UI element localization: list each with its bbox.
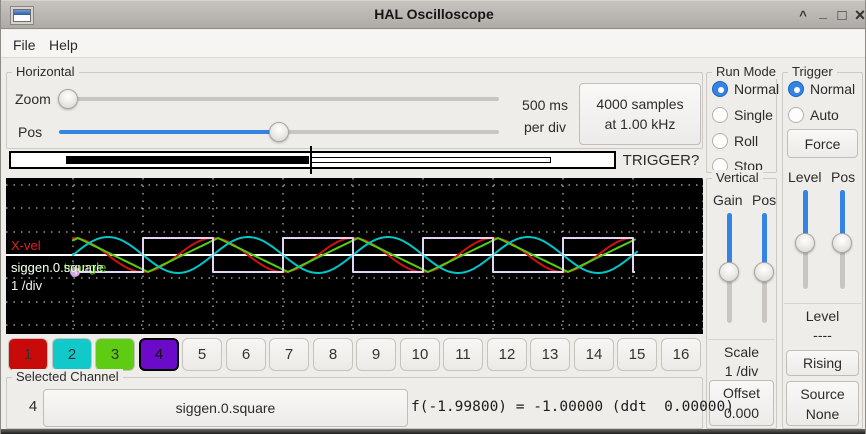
vertical-scale-value: 1 /div <box>724 363 759 379</box>
channel-button-8[interactable]: 8 <box>313 338 353 371</box>
channel-button-9[interactable]: 9 <box>356 338 396 371</box>
trigger-status-label: TRIGGER? <box>622 152 700 169</box>
titlebar: HAL Oscilloscope ^ _ □ × <box>1 0 866 29</box>
horizontal-frame-label: Horizontal <box>12 64 79 79</box>
channel-button-14[interactable]: 14 <box>574 338 614 371</box>
run-mode-normal[interactable]: Normal <box>712 79 779 99</box>
trigger-level-caption: Level <box>805 308 840 324</box>
record-progress-bar <box>9 151 616 169</box>
run-mode-roll-radio[interactable] <box>712 132 728 149</box>
scope-label-selected-channel: siggen.0.square <box>11 260 104 275</box>
vertical-gain-label: Gain <box>713 192 743 208</box>
run-mode-normal-radio[interactable] <box>712 81 728 97</box>
window-title: HAL Oscilloscope <box>374 6 494 22</box>
channel-button-3[interactable]: 3 <box>95 338 135 371</box>
vertical-gain-slider-handle[interactable] <box>719 262 739 282</box>
vertical-scale-caption: Scale <box>723 344 760 360</box>
scope-waveforms <box>6 178 704 334</box>
channel-button-16[interactable]: 16 <box>661 338 701 371</box>
pos-label: Pos <box>18 124 43 140</box>
trigger-mode-auto-label: Auto <box>810 106 839 123</box>
scope-display[interactable]: X-vel siggen.0.triangle siggen.0.square … <box>6 178 704 334</box>
force-button[interactable]: Force <box>787 129 858 158</box>
menu-file[interactable]: File <box>13 37 36 53</box>
vertical-pos-slider-handle[interactable] <box>754 262 774 282</box>
run-mode-single-label: Single <box>734 106 773 123</box>
menu-help[interactable]: Help <box>49 37 78 53</box>
trigger-frame: Trigger <box>782 64 863 429</box>
channel-button-10[interactable]: 10 <box>400 338 440 371</box>
trigger-mode-auto[interactable]: Auto <box>788 105 839 125</box>
close-icon[interactable]: × <box>854 5 866 25</box>
run-mode-roll-label: Roll <box>734 132 759 149</box>
run-mode-normal-label: Normal <box>734 81 780 97</box>
trigger-source-button[interactable]: Source None <box>786 381 859 426</box>
selected-channel-name-button[interactable]: siggen.0.square <box>43 389 408 427</box>
vertical-pos-label: Pos <box>752 192 777 208</box>
samples-button[interactable]: 4000 samples at 1.00 kHz <box>579 83 701 145</box>
trigger-level-slider-label: Level <box>788 169 822 185</box>
channel-button-5[interactable]: 5 <box>182 338 222 371</box>
zoom-label: Zoom <box>15 91 51 107</box>
vertical-offset-button[interactable]: Offset 0.000 <box>709 380 774 426</box>
trigger-mode-auto-radio[interactable] <box>788 106 804 123</box>
channel-button-11[interactable]: 11 <box>443 338 483 371</box>
pos-slider-handle[interactable] <box>269 122 289 142</box>
vertical-pos-slider-fill <box>762 213 767 265</box>
record-filled-segment <box>66 156 309 164</box>
trigger-mode-normal[interactable]: Normal <box>788 79 855 99</box>
run-mode-roll[interactable]: Roll <box>712 131 758 151</box>
trigger-separator <box>784 303 861 304</box>
channel-button-4[interactable]: 4 <box>139 338 179 371</box>
selected-channel-number: 4 <box>28 398 38 415</box>
selected-channel-readout: f(-1.99800) = -1.00000 (ddt 0.00000) <box>411 399 735 415</box>
channel-button-1[interactable]: 1 <box>8 338 48 371</box>
horizontal-frame: Horizontal <box>6 64 703 149</box>
trigger-pos-slider-label: Pos <box>831 169 856 185</box>
scope-label-ch3-ghost: siggen.0.triangle <box>11 260 107 275</box>
scope-label-scale: 1 /div <box>11 278 43 293</box>
trigger-pos-slider-handle[interactable] <box>832 233 852 253</box>
selected-channel-frame: Selected Channel <box>6 369 703 429</box>
minimize-icon[interactable]: _ <box>819 4 827 20</box>
trigger-mode-normal-radio[interactable] <box>788 81 804 97</box>
run-mode-single-radio[interactable] <box>712 106 728 123</box>
channel-button-13[interactable]: 13 <box>530 338 570 371</box>
run-mode-single[interactable]: Single <box>712 105 773 125</box>
trigger-level-value: ---- <box>813 327 832 343</box>
selected-channel-frame-label: Selected Channel <box>12 369 123 384</box>
vertical-frame-label: Vertical <box>712 170 763 185</box>
window-bottom-edge <box>1 429 865 434</box>
trigger-pos-slider-fill <box>840 190 845 238</box>
run-mode-frame-label: Run Mode <box>712 64 780 79</box>
channel-button-12[interactable]: 12 <box>487 338 527 371</box>
trigger-mode-normal-label: Normal <box>810 81 856 97</box>
vertical-frame: Vertical <box>706 170 777 429</box>
menubar: File Help <box>1 30 865 58</box>
trigger-edge-button[interactable]: Rising <box>786 350 859 376</box>
trigger-level-slider-fill <box>803 190 808 238</box>
zoom-slider-track[interactable] <box>59 97 499 101</box>
channel-button-15[interactable]: 15 <box>617 338 657 371</box>
trigger-frame-label: Trigger <box>788 64 837 79</box>
channel-button-7[interactable]: 7 <box>269 338 309 371</box>
pos-slider-fill <box>59 130 279 134</box>
scope-label-ch1: X-vel <box>11 238 41 253</box>
per-div-label: 500 ms per div <box>522 97 568 135</box>
channel-button-6[interactable]: 6 <box>226 338 266 371</box>
record-pending-segment <box>310 157 551 163</box>
trigger-level-slider-handle[interactable] <box>795 233 815 253</box>
maximize-icon[interactable]: □ <box>837 7 847 24</box>
window-icon[interactable] <box>10 6 34 25</box>
channel-position-marker[interactable] <box>70 267 80 277</box>
shade-icon[interactable]: ^ <box>799 8 807 23</box>
vertical-separator <box>708 339 775 340</box>
vertical-gain-slider-fill <box>727 213 732 265</box>
channel-button-2[interactable]: 2 <box>52 338 92 371</box>
zoom-slider-handle[interactable] <box>58 89 78 109</box>
record-position-tick <box>310 146 312 174</box>
